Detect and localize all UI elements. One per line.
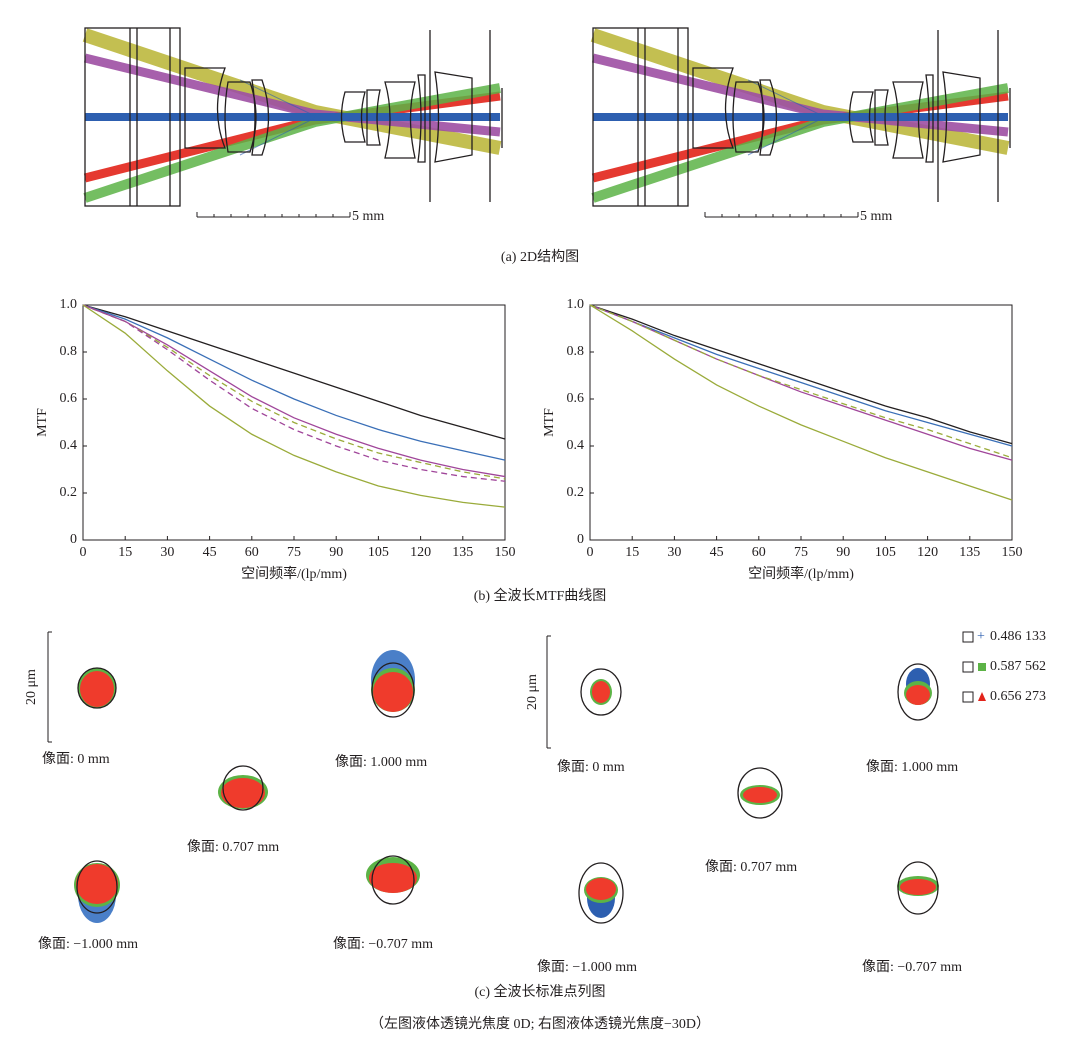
x-tick-label: 30 [160, 545, 174, 560]
x-tick-label: 90 [836, 545, 850, 560]
mtf-line [589, 304, 1013, 501]
scale-label: 20 μm [24, 669, 39, 705]
spot-diagrams: 20 μm 20 μm 像面: 0 mm 像面: 1.000 mm 像面: 0.… [24, 629, 1046, 975]
x-tick-label: 0 [80, 545, 87, 560]
caption: (c) 全波长标准点列图 [474, 983, 605, 1000]
mtf-line [589, 304, 1013, 461]
lens-layout [85, 28, 502, 217]
y-axis-label: MTF [35, 408, 50, 437]
y-tick-label: 1.0 [567, 297, 585, 312]
spot-label: 像面: 0.707 mm [705, 859, 797, 875]
spot-label: 像面: 0 mm [42, 751, 110, 767]
spot-label: 像面: −0.707 mm [333, 936, 433, 952]
scale-label: 5 mm [352, 209, 384, 224]
x-tick-label: 105 [368, 545, 389, 560]
spot-label: 像面: −1.000 mm [38, 936, 138, 952]
spot-label: 像面: 0.707 mm [187, 839, 279, 855]
x-tick-label: 105 [875, 545, 896, 560]
x-tick-label: 45 [710, 545, 724, 560]
y-tick-label: 0.6 [567, 391, 585, 406]
scale-label: 20 μm [525, 674, 540, 710]
scale-label: 5 mm [860, 209, 892, 224]
x-axis-label: 空间频率/(lp/mm) [748, 565, 854, 582]
mtf-line [589, 304, 1013, 447]
x-tick-label: 150 [1002, 545, 1023, 560]
x-tick-label: 75 [287, 545, 301, 560]
x-tick-label: 120 [410, 545, 431, 560]
y-tick-label: 0.4 [567, 438, 585, 453]
x-tick-label: 120 [917, 545, 938, 560]
plot-frame [589, 304, 1013, 541]
x-tick-label: 15 [118, 545, 132, 560]
x-tick-label: 45 [203, 545, 217, 560]
mtf-line [82, 304, 506, 480]
legend-label: 0.656 273 [990, 689, 1046, 704]
y-tick-label: 0.8 [567, 344, 585, 359]
y-tick-label: 0.2 [567, 485, 585, 500]
mtf-line [589, 304, 1013, 459]
legend: + 0.486 133 0.587 562 0.656 273 [962, 629, 1046, 704]
y-tick-label: 1.0 [60, 297, 78, 312]
x-tick-label: 150 [495, 545, 516, 560]
y-tick-label: 0.4 [60, 438, 78, 453]
x-tick-label: 15 [625, 545, 639, 560]
x-tick-label: 60 [752, 545, 766, 560]
spot-label: 像面: 1.000 mm [335, 754, 427, 770]
spot-label: 像面: 0 mm [557, 759, 625, 775]
caption: (a) 2D结构图 [501, 249, 579, 265]
y-tick-label: 0.2 [60, 485, 78, 500]
spot-label: 像面: 1.000 mm [866, 759, 958, 775]
lens-layout [593, 28, 1010, 217]
y-tick-label: 0.6 [60, 391, 78, 406]
legend-label: 0.486 133 [990, 629, 1046, 644]
x-axis-label: 空间频率/(lp/mm) [241, 565, 347, 582]
spot-label: 像面: −0.707 mm [862, 959, 962, 975]
x-tick-label: 60 [245, 545, 259, 560]
x-tick-label: 30 [667, 545, 681, 560]
y-tick-label: 0 [70, 532, 77, 547]
x-tick-label: 135 [452, 545, 473, 560]
x-tick-label: 0 [587, 545, 594, 560]
caption: (b) 全波长MTF曲线图 [474, 587, 607, 604]
note: （左图液体透镜光焦度 0D; 右图液体透镜光焦度−30D） [370, 1016, 710, 1032]
spot-label: 像面: −1.000 mm [537, 959, 637, 975]
y-tick-label: 0.8 [60, 344, 78, 359]
mtf-line [82, 304, 506, 461]
svg-text:+: + [977, 629, 985, 644]
legend-label: 0.587 562 [990, 659, 1046, 674]
y-axis-label: MTF [542, 408, 557, 437]
mtf-line [589, 304, 1013, 445]
x-tick-label: 135 [959, 545, 980, 560]
mtf-line [82, 304, 506, 440]
y-tick-label: 0 [577, 532, 584, 547]
mtf-line [82, 304, 506, 508]
x-tick-label: 75 [794, 545, 808, 560]
mtf-line [82, 304, 506, 482]
mtf-line [82, 304, 506, 478]
x-tick-label: 90 [329, 545, 343, 560]
